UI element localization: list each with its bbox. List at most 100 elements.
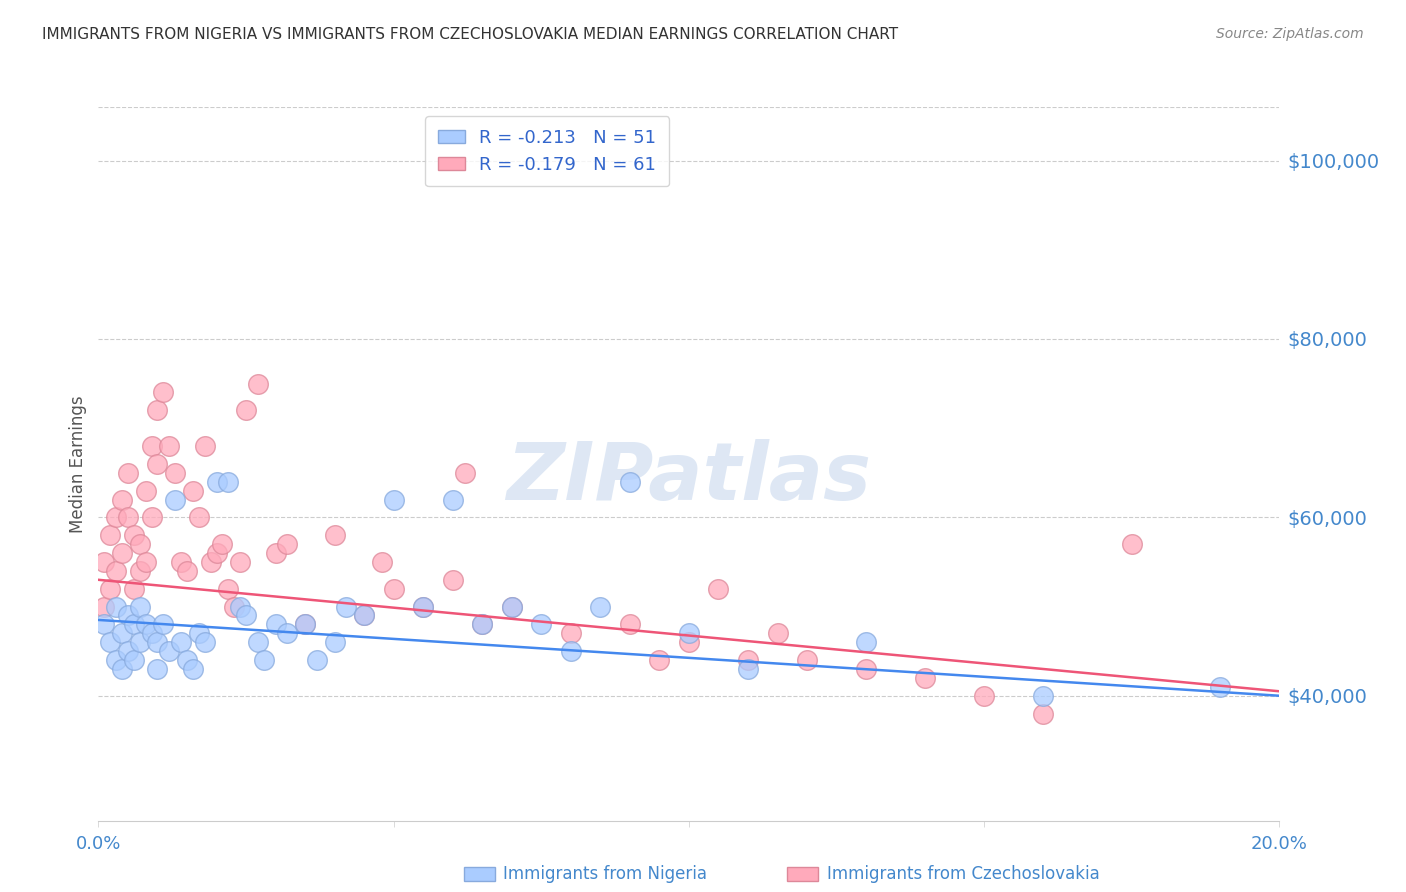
- Point: [1032, 706, 1054, 721]
- Point: [453, 466, 475, 480]
- Point: [105, 510, 128, 524]
- Point: [648, 653, 671, 667]
- Point: [152, 385, 174, 400]
- Point: [146, 662, 169, 676]
- Legend: R = -0.213   N = 51, R = -0.179   N = 61: R = -0.213 N = 51, R = -0.179 N = 61: [425, 116, 669, 186]
- Point: [176, 564, 198, 578]
- Point: [93, 617, 115, 632]
- Point: [224, 599, 246, 614]
- Point: [93, 555, 115, 569]
- Point: [157, 439, 180, 453]
- Point: [264, 617, 287, 632]
- Point: [141, 439, 163, 453]
- Point: [382, 492, 405, 507]
- Point: [353, 608, 375, 623]
- Point: [111, 492, 134, 507]
- Point: [441, 492, 464, 507]
- Point: [412, 599, 434, 614]
- Point: [1209, 680, 1232, 694]
- Point: [678, 635, 700, 649]
- Point: [105, 564, 128, 578]
- Point: [176, 653, 198, 667]
- Point: [353, 608, 375, 623]
- Point: [194, 635, 217, 649]
- Point: [146, 457, 169, 471]
- Point: [412, 599, 434, 614]
- Point: [235, 608, 257, 623]
- Point: [165, 466, 187, 480]
- Point: [246, 635, 269, 649]
- Point: [111, 626, 134, 640]
- Point: [441, 573, 464, 587]
- Point: [855, 635, 877, 649]
- Point: [211, 537, 233, 551]
- Point: [187, 626, 209, 640]
- Point: [501, 599, 523, 614]
- Point: [105, 599, 128, 614]
- Point: [141, 626, 163, 640]
- Point: [589, 599, 612, 614]
- Point: [194, 439, 217, 453]
- Point: [128, 599, 150, 614]
- Point: [501, 599, 523, 614]
- Point: [707, 582, 730, 596]
- Text: Source: ZipAtlas.com: Source: ZipAtlas.com: [1216, 27, 1364, 41]
- Point: [105, 653, 128, 667]
- Point: [264, 546, 287, 560]
- Point: [796, 653, 818, 667]
- Point: [1032, 689, 1054, 703]
- Point: [135, 555, 157, 569]
- Point: [323, 528, 346, 542]
- Point: [276, 537, 298, 551]
- Point: [471, 617, 494, 632]
- Point: [1121, 537, 1143, 551]
- Point: [382, 582, 405, 596]
- Point: [766, 626, 789, 640]
- Point: [122, 653, 145, 667]
- Point: [122, 617, 145, 632]
- Point: [111, 546, 134, 560]
- Text: IMMIGRANTS FROM NIGERIA VS IMMIGRANTS FROM CZECHOSLOVAKIA MEDIAN EARNINGS CORREL: IMMIGRANTS FROM NIGERIA VS IMMIGRANTS FR…: [42, 27, 898, 42]
- Point: [217, 475, 239, 489]
- Text: Immigrants from Czechoslovakia: Immigrants from Czechoslovakia: [827, 865, 1099, 883]
- Point: [117, 608, 139, 623]
- Point: [135, 617, 157, 632]
- Point: [128, 635, 150, 649]
- Point: [122, 528, 145, 542]
- Point: [122, 582, 145, 596]
- Point: [93, 599, 115, 614]
- Point: [471, 617, 494, 632]
- Point: [973, 689, 995, 703]
- Point: [181, 483, 204, 498]
- Point: [117, 644, 139, 658]
- Point: [294, 617, 316, 632]
- Point: [276, 626, 298, 640]
- Point: [200, 555, 222, 569]
- Point: [246, 376, 269, 391]
- Point: [170, 555, 193, 569]
- Point: [235, 403, 257, 417]
- Point: [323, 635, 346, 649]
- Point: [619, 475, 641, 489]
- Point: [111, 662, 134, 676]
- Text: Immigrants from Nigeria: Immigrants from Nigeria: [503, 865, 707, 883]
- Point: [152, 617, 174, 632]
- Point: [371, 555, 394, 569]
- Point: [229, 599, 252, 614]
- Point: [98, 582, 121, 596]
- Point: [305, 653, 328, 667]
- Point: [165, 492, 187, 507]
- Point: [530, 617, 553, 632]
- Point: [855, 662, 877, 676]
- Point: [98, 528, 121, 542]
- Y-axis label: Median Earnings: Median Earnings: [69, 395, 87, 533]
- Point: [205, 546, 228, 560]
- Point: [205, 475, 228, 489]
- Point: [914, 671, 936, 685]
- Point: [117, 466, 139, 480]
- Point: [128, 564, 150, 578]
- Point: [141, 510, 163, 524]
- Point: [181, 662, 204, 676]
- Point: [737, 662, 759, 676]
- Point: [187, 510, 209, 524]
